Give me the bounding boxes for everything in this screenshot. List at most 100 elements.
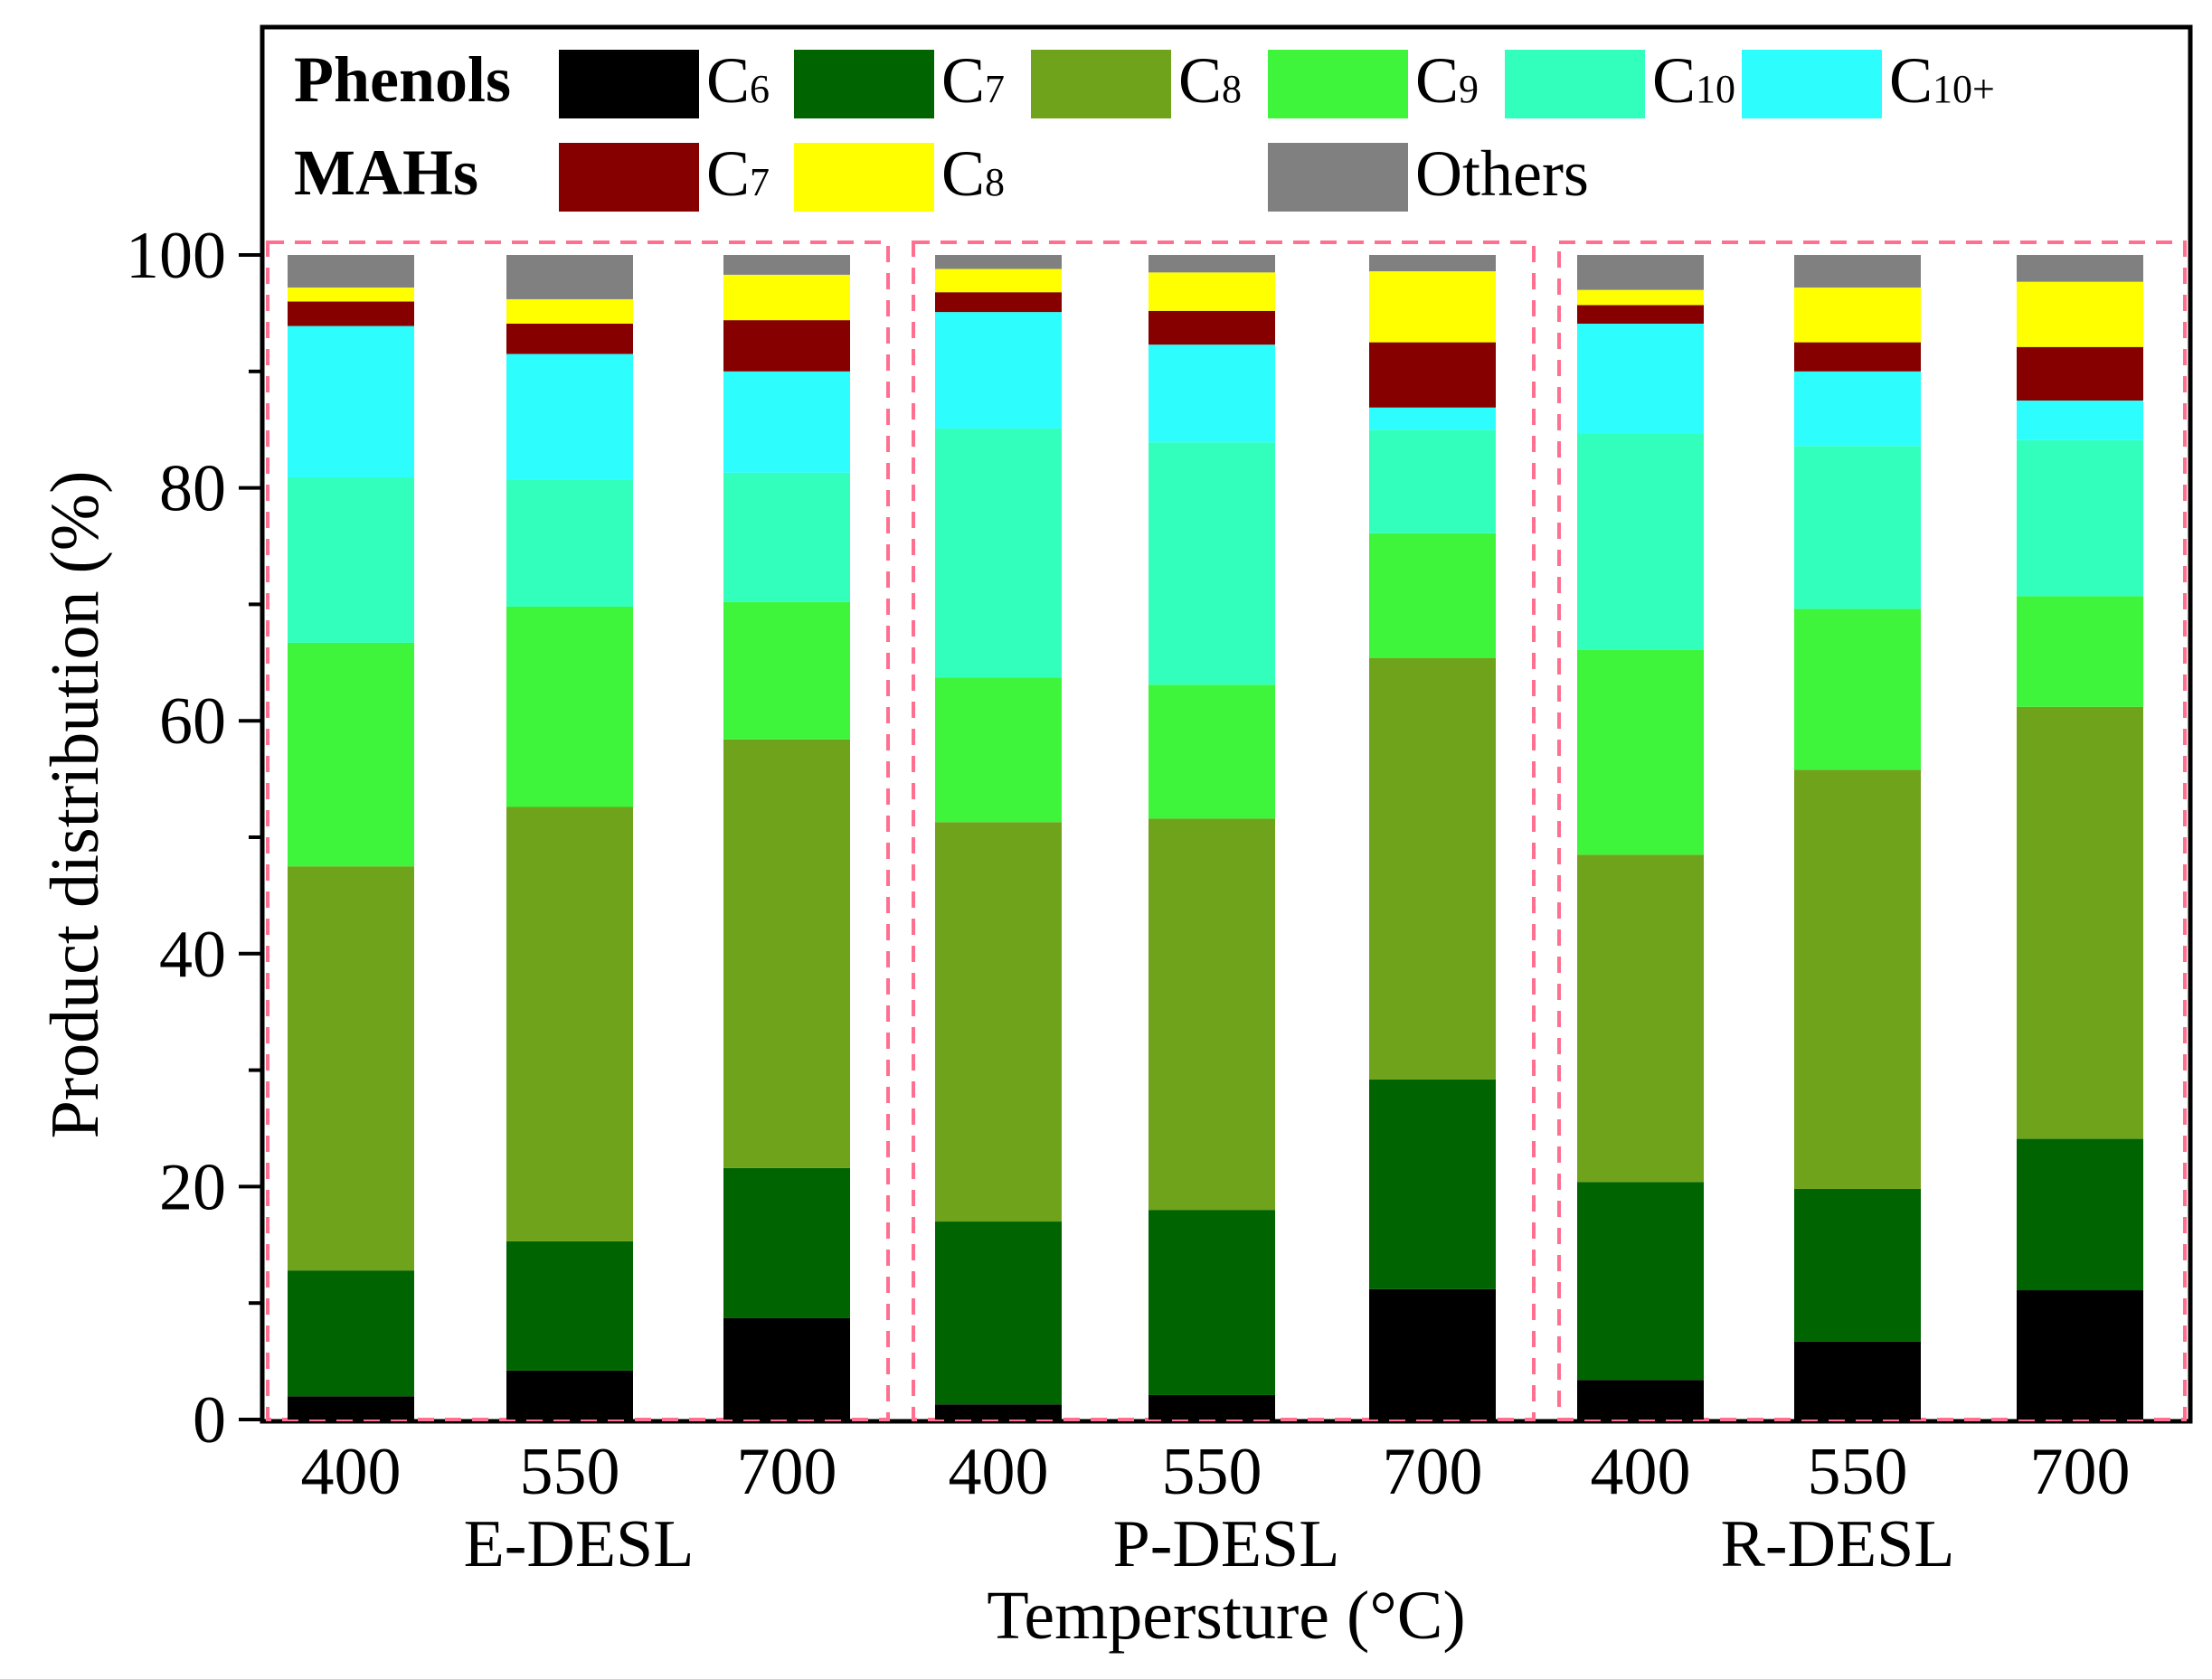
x-tick-label: 400 bbox=[949, 1435, 1049, 1509]
legend-label: C10 bbox=[1652, 44, 1735, 117]
bar-segment-mahs-c8-6 bbox=[1577, 289, 1704, 306]
x-axis: 400 550 700 E-DESL 400 550 700 P-DESL 400 550 700 R… bbox=[301, 1435, 2131, 1581]
bar-segment-mahs-c7-6 bbox=[1577, 305, 1704, 324]
x-tick-label: 400 bbox=[1591, 1435, 1691, 1509]
bar-segment-phenols-c10--4 bbox=[1149, 344, 1275, 443]
bar-segment-mahs-c8-8 bbox=[2017, 281, 2143, 347]
bar-segment-others-7 bbox=[1794, 255, 1921, 288]
bar-segment-phenols-c7-7 bbox=[1794, 1188, 1921, 1342]
bar-segment-phenols-c10-3 bbox=[935, 428, 1062, 678]
y-tick-label: 100 bbox=[126, 219, 226, 293]
bar-segment-phenols-c9-3 bbox=[935, 677, 1062, 823]
legend-swatch bbox=[1742, 50, 1882, 118]
x-group-label: E-DESL bbox=[464, 1507, 695, 1581]
bar-segment-phenols-c9-4 bbox=[1149, 684, 1275, 819]
bar-segment-phenols-c8-2 bbox=[723, 739, 850, 1168]
bar-segment-phenols-c6-2 bbox=[723, 1317, 850, 1420]
bar-segment-phenols-c6-5 bbox=[1369, 1288, 1496, 1420]
y-tick-label: 0 bbox=[193, 1383, 226, 1457]
x-group-label: P-DESL bbox=[1113, 1507, 1340, 1581]
legend-label: C8 bbox=[941, 137, 1005, 210]
legend-group-label: MAHs bbox=[294, 137, 478, 209]
bar-segment-phenols-c8-4 bbox=[1149, 818, 1275, 1211]
bar-segment-phenols-c7-1 bbox=[506, 1240, 633, 1371]
bar-segment-phenols-c7-3 bbox=[935, 1222, 1062, 1405]
x-tick-label: 550 bbox=[520, 1435, 620, 1509]
bar-segment-phenols-c9-5 bbox=[1369, 533, 1496, 658]
legend-swatch bbox=[794, 50, 934, 118]
bar-segment-others-4 bbox=[1149, 255, 1275, 273]
bar-segment-phenols-c9-1 bbox=[506, 606, 633, 807]
bar-segment-mahs-c8-0 bbox=[288, 288, 414, 302]
bar-segment-mahs-c8-1 bbox=[506, 298, 633, 324]
group-panel-p-desl bbox=[912, 241, 1536, 1421]
bar-segment-others-6 bbox=[1577, 255, 1704, 290]
bar-segment-others-5 bbox=[1369, 255, 1496, 272]
legend-swatch bbox=[559, 50, 699, 118]
bar-segment-phenols-c10--7 bbox=[1794, 371, 1921, 447]
bar-segment-mahs-c7-3 bbox=[935, 292, 1062, 313]
y-tick-label: 80 bbox=[159, 452, 226, 526]
bar-segment-mahs-c7-8 bbox=[2017, 346, 2143, 401]
bar-segment-phenols-c6-7 bbox=[1794, 1341, 1921, 1420]
bar-segment-others-8 bbox=[2017, 255, 2143, 282]
x-tick-label: 700 bbox=[1383, 1435, 1483, 1509]
bar-segment-phenols-c10-7 bbox=[1794, 446, 1921, 609]
bar-segment-phenols-c10--0 bbox=[288, 325, 414, 478]
bar-segment-mahs-c7-2 bbox=[723, 320, 850, 372]
bar-segment-phenols-c8-3 bbox=[935, 822, 1062, 1222]
legend-swatch bbox=[1268, 50, 1408, 118]
bar-segment-phenols-c10--1 bbox=[506, 354, 633, 480]
bar-segment-phenols-c10-0 bbox=[288, 477, 414, 643]
bar-segment-mahs-c7-5 bbox=[1369, 342, 1496, 408]
bar-segment-mahs-c8-5 bbox=[1369, 271, 1496, 343]
bar-segment-phenols-c10-8 bbox=[2017, 439, 2143, 597]
bar-segment-phenols-c10-5 bbox=[1369, 429, 1496, 533]
bar-segment-mahs-c7-4 bbox=[1149, 310, 1275, 345]
bar-segment-phenols-c10-6 bbox=[1577, 433, 1704, 650]
bar-segment-phenols-c9-8 bbox=[2017, 596, 2143, 707]
bar-segment-others-0 bbox=[288, 255, 414, 288]
legend-swatch bbox=[1031, 50, 1171, 118]
legend-label: C10+ bbox=[1889, 44, 1995, 117]
bar-segment-phenols-c6-3 bbox=[935, 1404, 1062, 1420]
bar-segment-phenols-c10--2 bbox=[723, 371, 850, 473]
group-panel-e-desl bbox=[266, 241, 890, 1421]
bar-segment-phenols-c9-6 bbox=[1577, 649, 1704, 855]
bar-segment-phenols-c6-0 bbox=[288, 1396, 414, 1420]
bar-segment-phenols-c10-1 bbox=[506, 479, 633, 607]
legend-swatch bbox=[794, 143, 934, 212]
legend-label: C9 bbox=[1415, 44, 1479, 117]
x-tick-label: 700 bbox=[2030, 1435, 2131, 1509]
bar-segment-phenols-c9-0 bbox=[288, 642, 414, 867]
x-tick-label: 550 bbox=[1808, 1435, 1908, 1509]
legend-label: C7 bbox=[941, 44, 1005, 117]
bar-segment-mahs-c8-3 bbox=[935, 269, 1062, 293]
bar-segment-mahs-c8-4 bbox=[1149, 272, 1275, 311]
legend-label: C7 bbox=[706, 137, 770, 210]
bar-segment-phenols-c8-7 bbox=[1794, 769, 1921, 1189]
legend-swatch bbox=[559, 143, 699, 212]
legend-label: Others bbox=[1415, 137, 1589, 210]
bar-segment-phenols-c8-8 bbox=[2017, 706, 2143, 1139]
x-tick-label: 700 bbox=[737, 1435, 837, 1509]
bar-segment-phenols-c7-5 bbox=[1369, 1079, 1496, 1289]
legend-label: C6 bbox=[706, 44, 770, 117]
y-tick-label: 60 bbox=[159, 684, 226, 759]
bar-segment-phenols-c9-2 bbox=[723, 601, 850, 740]
bar-segment-phenols-c10--6 bbox=[1577, 323, 1704, 434]
bar-segment-phenols-c10--3 bbox=[935, 312, 1062, 429]
legend: Phenols C6 C7 C8 C9 C10 C10+ MAHs C7 C8 Others bbox=[294, 43, 1995, 212]
bar-segment-phenols-c9-7 bbox=[1794, 608, 1921, 770]
legend-label: C8 bbox=[1178, 44, 1242, 117]
bar-segment-mahs-c7-1 bbox=[506, 323, 633, 354]
bar-segment-phenols-c6-8 bbox=[2017, 1290, 2143, 1420]
legend-swatch bbox=[1268, 143, 1408, 212]
bar-segment-others-3 bbox=[935, 255, 1062, 269]
bar-segment-phenols-c6-1 bbox=[506, 1370, 633, 1420]
bar-segment-phenols-c6-6 bbox=[1577, 1380, 1704, 1420]
y-axis: 0 20 40 60 80 100 bbox=[126, 219, 262, 1457]
bar-segment-phenols-c7-4 bbox=[1149, 1210, 1275, 1395]
bar-segment-phenols-c8-6 bbox=[1577, 854, 1704, 1183]
